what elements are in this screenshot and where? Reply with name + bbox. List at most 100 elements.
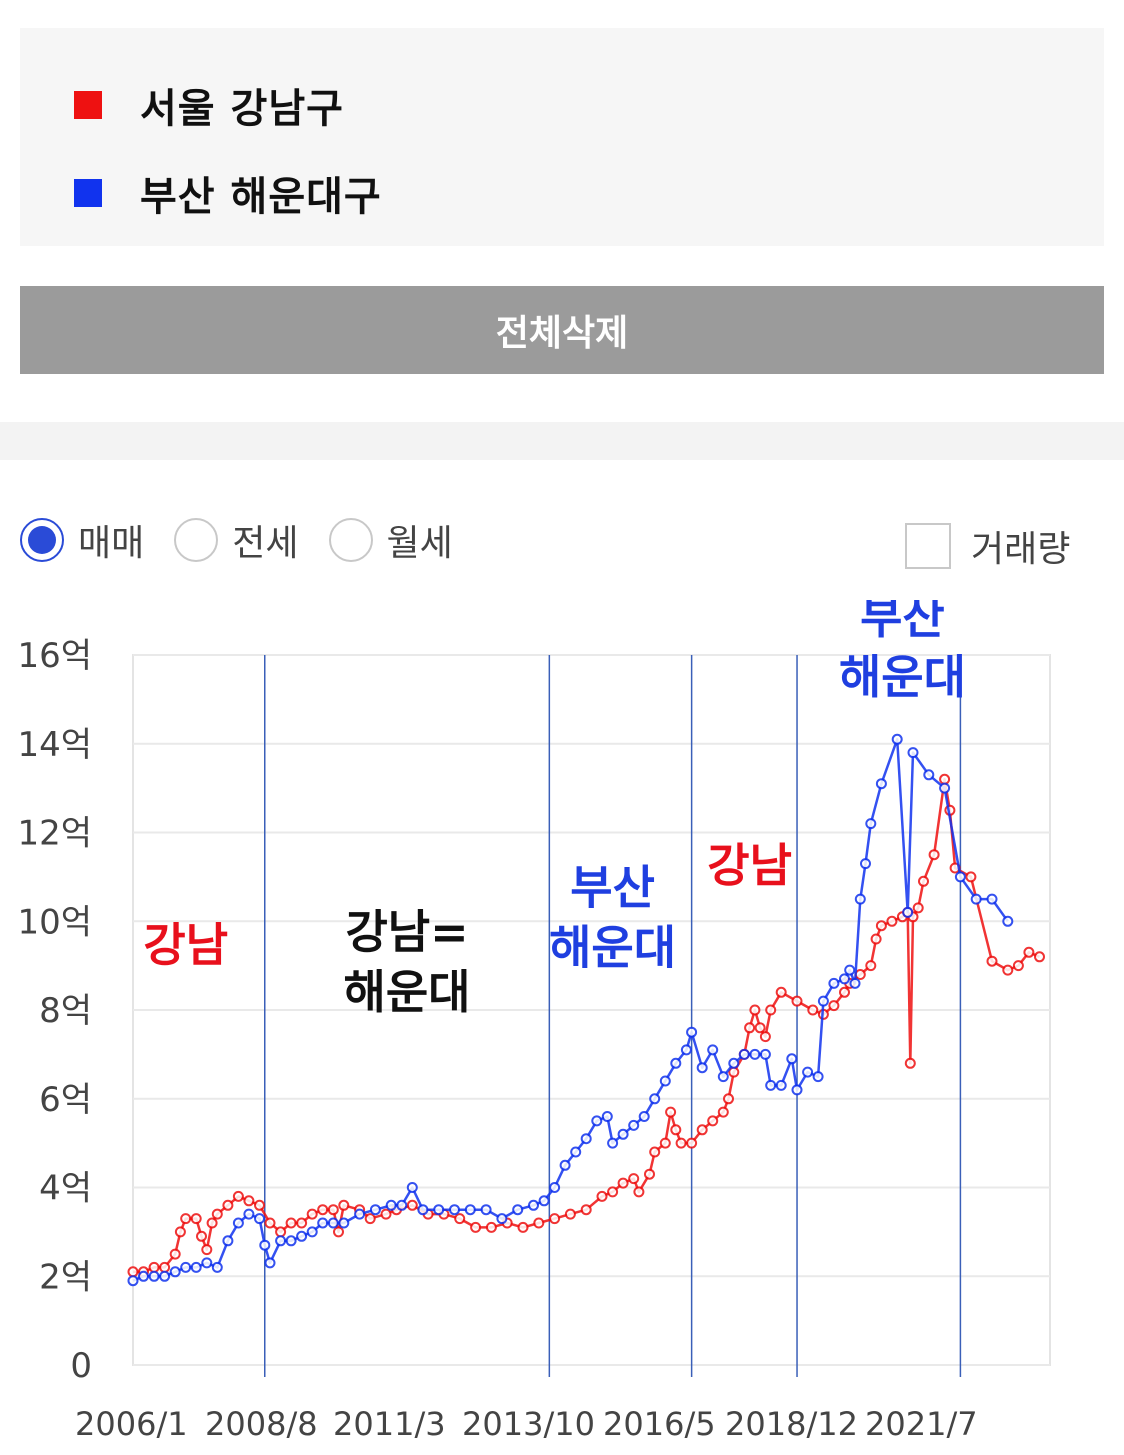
radio-sale-circle[interactable] <box>20 518 64 562</box>
data-point-haeundae <box>628 1119 640 1131</box>
data-point-haeundae <box>670 1057 682 1069</box>
volume-checkbox-label: 거래량 <box>971 529 1071 570</box>
data-point-gangnam <box>406 1199 418 1211</box>
volume-checkbox[interactable] <box>905 523 951 569</box>
legend-item-gangnam[interactable]: 서울 강남구 <box>74 76 344 134</box>
data-point-haeundae <box>306 1226 318 1238</box>
data-point-haeundae <box>902 906 914 918</box>
data-point-haeundae <box>480 1204 492 1216</box>
data-point-haeundae <box>385 1199 397 1211</box>
data-point-haeundae <box>791 1084 803 1096</box>
data-point-gangnam <box>333 1226 344 1238</box>
data-point-gangnam <box>965 871 977 883</box>
data-point-haeundae <box>296 1230 308 1242</box>
data-point-haeundae <box>512 1204 524 1216</box>
data-point-haeundae <box>190 1261 202 1273</box>
data-point-haeundae <box>759 1048 771 1060</box>
data-point-gangnam <box>380 1208 392 1220</box>
data-point-gangnam <box>633 1186 645 1198</box>
data-point-haeundae <box>907 747 919 759</box>
radio-sale-label: 매매 <box>78 523 145 564</box>
data-point-haeundae <box>449 1204 460 1216</box>
x-tick-label: 2013/10 <box>462 1405 595 1443</box>
data-point-gangnam <box>1012 960 1024 972</box>
radio-monthly-rent[interactable]: 월세 <box>328 514 453 566</box>
x-tick-label: 2016/5 <box>603 1405 716 1443</box>
data-point-gangnam <box>723 1093 734 1105</box>
data-point-gangnam <box>211 1208 223 1220</box>
data-point-haeundae <box>1002 915 1014 927</box>
data-point-haeundae <box>570 1146 582 1158</box>
data-point-gangnam <box>839 986 850 998</box>
data-point-haeundae <box>601 1111 613 1122</box>
data-point-haeundae <box>728 1057 740 1069</box>
data-point-haeundae <box>844 964 856 976</box>
data-point-gangnam <box>196 1230 207 1242</box>
data-point-gangnam <box>1034 951 1045 963</box>
data-point-gangnam <box>327 1204 339 1216</box>
data-point-gangnam <box>549 1213 561 1225</box>
data-point-haeundae <box>812 1071 824 1083</box>
data-point-haeundae <box>159 1270 171 1282</box>
x-tick-label: 2018/12 <box>725 1405 858 1443</box>
chart-annotation-label: 해운대 <box>344 965 471 1019</box>
data-point-gangnam <box>904 1057 916 1069</box>
chart-annotation-label: 강남 <box>707 838 792 892</box>
y-tick-label: 14억 <box>17 725 92 765</box>
data-point-gangnam <box>580 1204 592 1216</box>
data-point-gangnam <box>617 1177 629 1189</box>
data-point-gangnam <box>454 1213 466 1225</box>
data-point-gangnam <box>1002 964 1014 976</box>
chart-annotation-label: 부산 <box>860 600 945 644</box>
data-point-haeundae <box>765 1079 777 1091</box>
data-point-haeundae <box>617 1128 629 1140</box>
data-point-gangnam <box>564 1208 576 1220</box>
data-point-gangnam <box>928 849 940 861</box>
data-point-gangnam <box>696 1124 708 1136</box>
data-point-haeundae <box>285 1235 297 1247</box>
data-point-haeundae <box>275 1235 287 1247</box>
data-point-gangnam <box>264 1217 276 1229</box>
data-point-gangnam <box>854 969 866 980</box>
data-point-gangnam <box>201 1244 213 1256</box>
data-point-haeundae <box>939 782 951 794</box>
data-point-gangnam <box>675 1137 687 1149</box>
data-point-gangnam <box>828 1000 840 1012</box>
radio-monthly-rent-circle[interactable] <box>328 518 373 562</box>
data-point-haeundae <box>607 1137 619 1149</box>
data-point-gangnam <box>791 995 803 1007</box>
data-point-gangnam <box>169 1248 181 1260</box>
x-tick-label: 2006/1 <box>75 1405 188 1443</box>
y-tick-label: 10억 <box>17 902 92 942</box>
radio-jeonse[interactable]: 전세 <box>174 514 299 566</box>
data-point-haeundae <box>865 818 877 830</box>
data-point-haeundae <box>138 1270 149 1282</box>
data-point-haeundae <box>180 1261 192 1273</box>
data-point-gangnam <box>939 773 951 785</box>
legend-panel: 서울 강남구 부산 해운대구 <box>20 28 1104 246</box>
y-tick-label: 8억 <box>39 991 92 1031</box>
data-point-gangnam <box>1023 946 1035 958</box>
data-point-haeundae <box>954 871 966 883</box>
data-point-haeundae <box>854 893 866 905</box>
series-line-haeundae <box>132 738 1009 1282</box>
data-point-gangnam <box>749 1004 761 1016</box>
data-point-haeundae <box>580 1133 592 1145</box>
data-point-haeundae <box>201 1257 213 1269</box>
radio-jeonse-circle[interactable] <box>174 518 219 562</box>
data-point-haeundae <box>749 1048 761 1060</box>
legend-label-haeundae: 부산 해운대구 <box>140 174 382 220</box>
radio-sale[interactable]: 매매 <box>20 514 144 566</box>
price-line-chart: 0 2억 4억 6억 8억 10억 12억 14억 16억 2006/1 2008/8 2011/3 2… <box>17 600 1051 1443</box>
delete-all-button[interactable]: 전체삭제 <box>20 286 1104 374</box>
legend-item-haeundae[interactable]: 부산 해운대구 <box>74 164 382 222</box>
data-point-haeundae <box>923 769 935 781</box>
data-point-gangnam <box>670 1124 682 1136</box>
data-point-gangnam <box>918 875 929 887</box>
data-point-haeundae <box>686 1026 698 1038</box>
data-point-haeundae <box>127 1275 139 1287</box>
data-point-haeundae <box>259 1239 271 1251</box>
data-point-gangnam <box>180 1213 192 1225</box>
chart-annotation-label: 강남= <box>345 905 468 959</box>
volume-toggle[interactable]: 거래량 <box>905 520 1070 572</box>
